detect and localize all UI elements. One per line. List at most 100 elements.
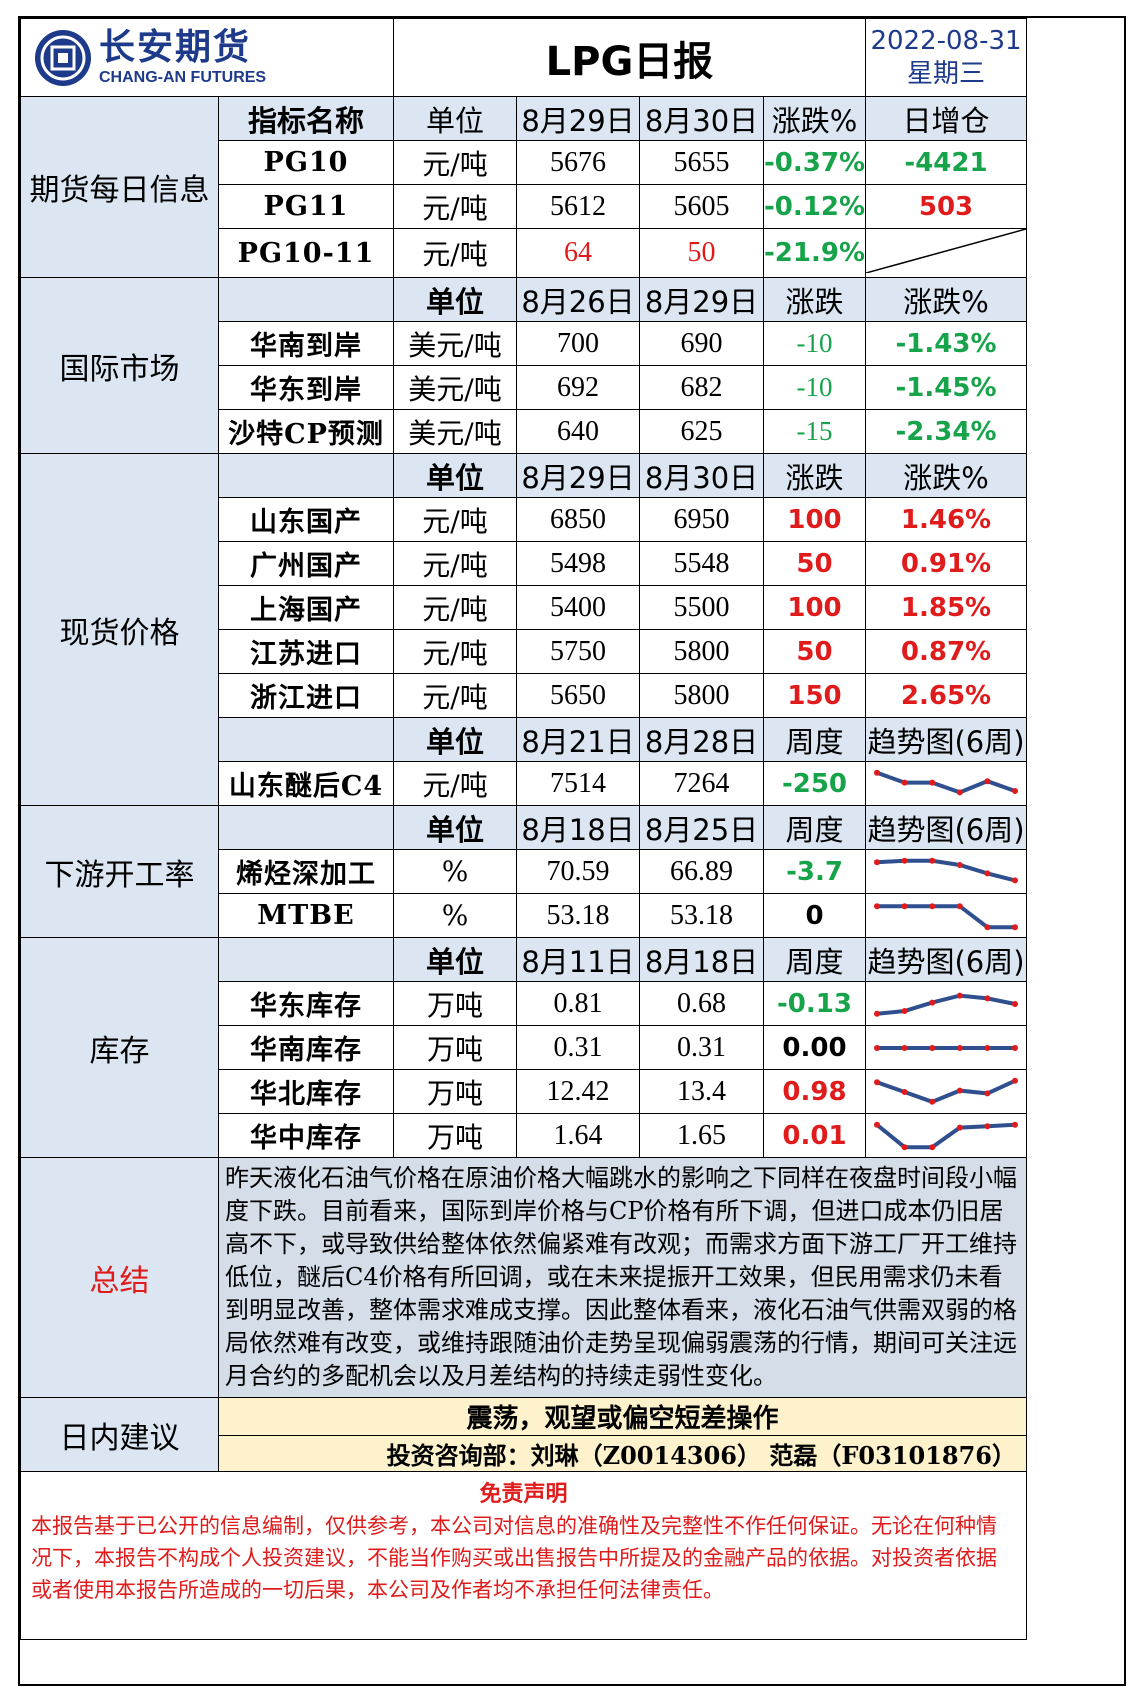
row-value: 5605 <box>639 184 764 229</box>
row-change: -10 <box>763 365 866 410</box>
disclaimer: 免责声明 本报告基于已公开的信息编制，仅供参考，本公司对信息的准确性及完整性不作… <box>20 1471 1027 1640</box>
table-row: PG11 元/吨 5612 5605 -0.12% 503 <box>21 184 1027 229</box>
trend-cell <box>865 761 1027 806</box>
row-change: 100 <box>763 585 866 630</box>
analyst-info: 投资咨询部：刘琳（Z0014306） 范磊（F03101876） <box>218 1435 1027 1472</box>
trend-point <box>984 1122 991 1129</box>
col-header: 涨跌 <box>763 277 866 322</box>
row-open-interest: -4421 <box>865 140 1027 185</box>
row-change-pct: 2.65% <box>865 673 1027 718</box>
logo: 长安期货 CHANG-AN FUTURES <box>20 18 394 97</box>
row-value: 640 <box>516 409 640 454</box>
row-change-pct: -1.45% <box>865 365 1027 410</box>
row-value: 0.31 <box>516 1025 640 1070</box>
trend-point <box>929 902 936 909</box>
row-value: 70.59 <box>516 849 640 894</box>
row-change-pct: -2.34% <box>865 409 1027 454</box>
trend-point <box>1012 1044 1018 1051</box>
row-change-pct: 0.91% <box>865 541 1027 586</box>
row-value: 7514 <box>516 761 640 806</box>
row-name: 广州国产 <box>218 541 394 586</box>
col-header-blank <box>218 277 394 322</box>
row-change-pct: -0.37% <box>763 140 866 185</box>
row-value: 7264 <box>639 761 764 806</box>
table-row: 广州国产 元/吨 5498 5548 50 0.91% <box>21 541 1027 586</box>
col-header: 指标名称 <box>218 96 394 141</box>
row-value: 5498 <box>516 541 640 586</box>
trend-point <box>984 777 991 784</box>
row-value: 12.42 <box>516 1069 640 1114</box>
logo-cn-text: 长安期货 <box>99 26 252 68</box>
row-name: PG10 <box>218 140 394 185</box>
trend-point <box>929 857 936 864</box>
col-header: 8月29日 <box>516 453 640 498</box>
trend-point <box>901 1088 908 1095</box>
row-name: 烯烃深加工 <box>218 849 394 894</box>
trend-point <box>956 902 963 909</box>
trend-point <box>929 1098 936 1105</box>
row-change: -15 <box>763 409 866 454</box>
col-header: 涨跌% <box>865 277 1027 322</box>
section-spot: 现货价格 <box>20 453 219 806</box>
row-name: 华南库存 <box>218 1025 394 1070</box>
trend-sparkline <box>874 769 1018 795</box>
trend-point <box>1012 1121 1018 1128</box>
row-unit: 元/吨 <box>393 140 517 185</box>
row-value: 1.64 <box>516 1113 640 1158</box>
trend-point <box>984 1089 991 1096</box>
col-header: 8月21日 <box>516 717 640 762</box>
row-unit: 元/吨 <box>393 629 517 674</box>
section-downstream: 下游开工率 <box>20 805 219 938</box>
row-unit: 元/吨 <box>393 541 517 586</box>
trend-point <box>901 1044 908 1051</box>
row-change-pct: -21.9% <box>763 228 866 278</box>
row-value: 5800 <box>639 629 764 674</box>
row-name: 华北库存 <box>218 1069 394 1114</box>
row-change: -10 <box>763 321 866 366</box>
report-date: 2022-08-31 星期三 <box>865 18 1027 97</box>
trend-point <box>901 779 908 786</box>
row-change: 0 <box>763 893 866 938</box>
row-unit: 美元/吨 <box>393 365 517 410</box>
trend-point <box>956 1124 963 1131</box>
row-value: 5676 <box>516 140 640 185</box>
table-row: 山东醚后C4 元/吨 7514 7264 -250 <box>21 761 1027 806</box>
trend-point <box>1012 923 1018 930</box>
row-value: 0.68 <box>639 981 764 1026</box>
row-change: 50 <box>763 629 866 674</box>
report-title: LPG日报 <box>393 18 866 97</box>
col-header: 8月18日 <box>639 937 764 982</box>
row-value: 50 <box>639 228 764 278</box>
trend-point <box>984 994 991 1001</box>
trend-point <box>929 1044 936 1051</box>
trend-sparkline <box>874 992 1018 1017</box>
row-value: 64 <box>516 228 640 278</box>
trend-point <box>874 769 880 776</box>
row-unit: % <box>393 849 517 894</box>
trend-point <box>956 788 963 795</box>
trend-point <box>929 999 936 1006</box>
row-change-pct: -1.43% <box>865 321 1027 366</box>
row-change: 50 <box>763 541 866 586</box>
trend-point <box>874 1121 880 1128</box>
row-change: -3.7 <box>763 849 866 894</box>
disclaimer-text: 本报告基于已公开的信息编制，仅供参考，本公司对信息的准确性及完整性不作任何保证。… <box>31 1514 997 1602</box>
row-name: 浙江进口 <box>218 673 394 718</box>
section-advice: 日内建议 <box>20 1397 219 1472</box>
col-header: 8月18日 <box>516 805 640 850</box>
section-international: 国际市场 <box>20 277 219 454</box>
weekday-text: 星期三 <box>906 58 985 89</box>
col-header-blank <box>218 453 394 498</box>
row-unit: 元/吨 <box>393 497 517 542</box>
diagonal-line <box>866 229 1026 274</box>
col-header: 趋势图(6周) <box>865 717 1027 762</box>
trend-cell <box>865 1113 1027 1158</box>
row-value: 6850 <box>516 497 640 542</box>
row-unit: 元/吨 <box>393 673 517 718</box>
row-change: 100 <box>763 497 866 542</box>
row-name: PG10-11 <box>218 228 394 278</box>
row-unit: 美元/吨 <box>393 321 517 366</box>
row-unit: 万吨 <box>393 1069 517 1114</box>
row-name: 上海国产 <box>218 585 394 630</box>
row-change-pct: -0.12% <box>763 184 866 229</box>
